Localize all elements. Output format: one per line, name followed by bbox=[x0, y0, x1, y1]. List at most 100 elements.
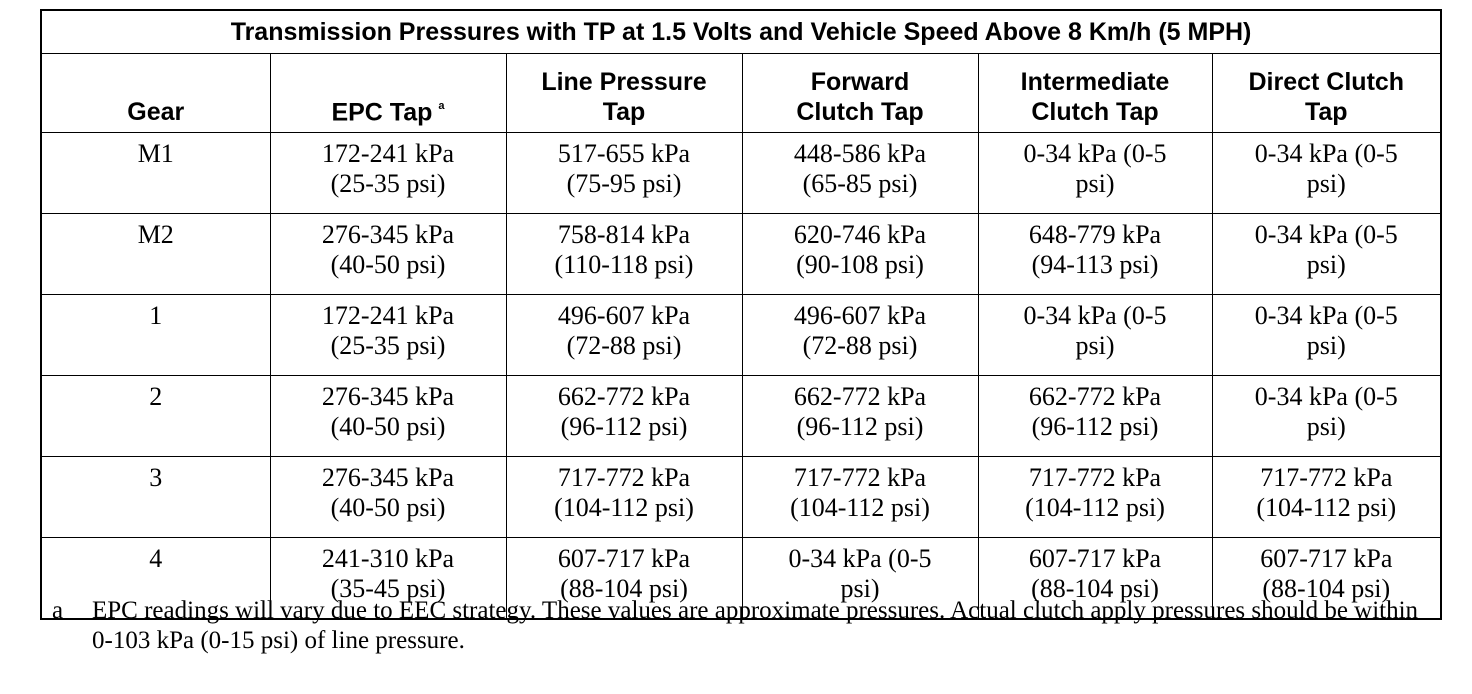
cell-line: (25-35 psi) bbox=[330, 331, 446, 360]
pressure-cell: 0-34 kPa (0-5 psi) bbox=[1211, 132, 1442, 214]
cell-line: 276-345 kPa bbox=[321, 220, 455, 249]
pressure-cell: 717-772 kPa (104-112 psi) bbox=[977, 456, 1213, 538]
pressure-cell: 717-772 kPa (104-112 psi) bbox=[505, 456, 743, 538]
cell-line: psi) bbox=[1075, 331, 1115, 360]
cell-line: (40-50 psi) bbox=[330, 493, 446, 522]
pressure-cell: 0-34 kPa (0-5 psi) bbox=[741, 537, 979, 620]
column-header-line: Clutch Tap bbox=[796, 98, 924, 126]
column-header-line: Forward bbox=[810, 68, 910, 96]
cell-line: (88-104 psi) bbox=[1262, 574, 1391, 603]
pressure-cell: 0-34 kPa (0-5 psi) bbox=[1211, 294, 1442, 376]
cell-line: 4 bbox=[149, 544, 163, 573]
column-header-intermediate-clutch-tap: Intermediate Clutch Tap bbox=[977, 53, 1213, 133]
footnote-marker: a bbox=[438, 99, 445, 112]
table-row: 2 276-345 kPa (40-50 psi) 662-772 kPa (96-11… bbox=[40, 375, 1442, 457]
column-header-line: Line Pressure bbox=[541, 68, 707, 96]
pressure-cell: 276-345 kPa (40-50 psi) bbox=[269, 375, 507, 457]
pressure-cell: 607-717 kPa (88-104 psi) bbox=[505, 537, 743, 620]
column-header-line: Intermediate bbox=[1020, 68, 1170, 96]
cell-line: psi) bbox=[1306, 412, 1346, 441]
table-row: 1 172-241 kPa (25-35 psi) 496-607 kPa (72-88… bbox=[40, 294, 1442, 376]
cell-line: 0-34 kPa (0-5 bbox=[1254, 301, 1398, 330]
cell-line: (96-112 psi) bbox=[1031, 412, 1159, 441]
cell-line: (90-108 psi) bbox=[796, 250, 924, 279]
cell-line: 0-34 kPa (0-5 bbox=[1023, 139, 1167, 168]
cell-line: 276-345 kPa bbox=[321, 463, 455, 492]
cell-line: 717-772 kPa bbox=[557, 463, 691, 492]
column-header-line: Tap bbox=[602, 98, 646, 126]
pressure-cell: 662-772 kPa (96-112 psi) bbox=[977, 375, 1213, 457]
pressure-cell: 662-772 kPa (96-112 psi) bbox=[741, 375, 979, 457]
table-row: 3 276-345 kPa (40-50 psi) 717-772 kPa (104-1… bbox=[40, 456, 1442, 538]
pressure-cell: 0-34 kPa (0-5 psi) bbox=[1211, 375, 1442, 457]
column-header-gear: Gear bbox=[40, 53, 271, 133]
pressure-cell: 717-772 kPa (104-112 psi) bbox=[1211, 456, 1442, 538]
cell-line: 172-241 kPa bbox=[321, 139, 455, 168]
pressure-cell: 607-717 kPa (88-104 psi) bbox=[977, 537, 1213, 620]
gear-cell: 1 bbox=[40, 294, 271, 376]
pressure-cell: 276-345 kPa (40-50 psi) bbox=[269, 456, 507, 538]
title-row: Transmission Pressures with TP at 1.5 Vo… bbox=[40, 9, 1442, 54]
pressure-cell: 172-241 kPa (25-35 psi) bbox=[269, 132, 507, 214]
cell-line: (35-45 psi) bbox=[330, 574, 446, 603]
cell-line: (25-35 psi) bbox=[330, 169, 446, 198]
cell-line: (104-112 psi) bbox=[554, 493, 694, 522]
cell-line: 0-34 kPa (0-5 bbox=[788, 544, 932, 573]
cell-line: 517-655 kPa bbox=[557, 139, 691, 168]
pressure-cell: 607-717 kPa (88-104 psi) bbox=[1211, 537, 1442, 620]
table-row: M2 276-345 kPa (40-50 psi) 758-814 kPa (110-… bbox=[40, 213, 1442, 295]
cell-line: 0-34 kPa (0-5 bbox=[1254, 382, 1398, 411]
cell-line: (75-95 psi) bbox=[566, 169, 682, 198]
cell-line: (88-104 psi) bbox=[560, 574, 688, 603]
pressure-cell: 758-814 kPa (110-118 psi) bbox=[505, 213, 743, 295]
pressure-cell: 0-34 kPa (0-5 psi) bbox=[977, 132, 1213, 214]
pressure-cell: 496-607 kPa (72-88 psi) bbox=[741, 294, 979, 376]
cell-line: 3 bbox=[149, 463, 163, 492]
cell-line: (96-112 psi) bbox=[560, 412, 688, 441]
cell-line: 0-34 kPa (0-5 bbox=[1023, 301, 1167, 330]
gear-cell: M2 bbox=[40, 213, 271, 295]
cell-line: M1 bbox=[137, 139, 174, 168]
cell-line: (110-118 psi) bbox=[554, 250, 694, 279]
pressure-cell: 662-772 kPa (96-112 psi) bbox=[505, 375, 743, 457]
cell-line: 1 bbox=[149, 301, 163, 330]
cell-line: (72-88 psi) bbox=[802, 331, 918, 360]
cell-line: M2 bbox=[137, 220, 174, 249]
cell-line: (40-50 psi) bbox=[330, 250, 446, 279]
pressure-cell: 241-310 kPa (35-45 psi) bbox=[269, 537, 507, 620]
table-row: M1 172-241 kPa (25-35 psi) 517-655 kPa (75-9… bbox=[40, 132, 1442, 214]
gear-cell: 3 bbox=[40, 456, 271, 538]
cell-line: psi) bbox=[1306, 250, 1346, 279]
cell-line: 241-310 kPa bbox=[321, 544, 455, 573]
table-row: 4 241-310 kPa (35-45 psi) 607-717 kPa (88-10… bbox=[40, 537, 1442, 620]
cell-line: psi) bbox=[1075, 169, 1115, 198]
cell-line: 496-607 kPa bbox=[557, 301, 691, 330]
pressure-cell: 448-586 kPa (65-85 psi) bbox=[741, 132, 979, 214]
gear-cell: M1 bbox=[40, 132, 271, 214]
cell-line: 717-772 kPa bbox=[793, 463, 927, 492]
cell-line: psi) bbox=[1306, 331, 1346, 360]
footnote-text: EPC readings will vary due to EEC strate… bbox=[92, 597, 1419, 654]
pressure-cell: 620-746 kPa (90-108 psi) bbox=[741, 213, 979, 295]
column-header-line-pressure-tap: Line Pressure Tap bbox=[505, 53, 743, 133]
cell-line: psi) bbox=[1306, 169, 1346, 198]
column-header-direct-clutch-tap: Direct Clutch Tap bbox=[1211, 53, 1442, 133]
transmission-pressure-table: Transmission Pressures with TP at 1.5 Vo… bbox=[40, 9, 1443, 620]
cell-line: (96-112 psi) bbox=[796, 412, 924, 441]
pressure-cell: 496-607 kPa (72-88 psi) bbox=[505, 294, 743, 376]
cell-line: (65-85 psi) bbox=[802, 169, 918, 198]
footnote-letter: a bbox=[52, 597, 64, 624]
cell-line: 662-772 kPa bbox=[557, 382, 691, 411]
cell-line: (94-113 psi) bbox=[1031, 250, 1159, 279]
cell-line: 607-717 kPa bbox=[1028, 544, 1162, 573]
pressure-cell: 172-241 kPa (25-35 psi) bbox=[269, 294, 507, 376]
column-header-line: Gear bbox=[127, 98, 185, 126]
cell-line: 662-772 kPa bbox=[1028, 382, 1162, 411]
cell-line: (40-50 psi) bbox=[330, 412, 446, 441]
cell-line: 496-607 kPa bbox=[793, 301, 927, 330]
cell-line: 172-241 kPa bbox=[321, 301, 455, 330]
header-row: Gear EPC Tap a Line Pressure Tap Forward Clutc… bbox=[40, 53, 1442, 133]
cell-line: 607-717 kPa bbox=[1260, 544, 1393, 573]
pressure-cell: 517-655 kPa (75-95 psi) bbox=[505, 132, 743, 214]
cell-line: 448-586 kPa bbox=[793, 139, 927, 168]
